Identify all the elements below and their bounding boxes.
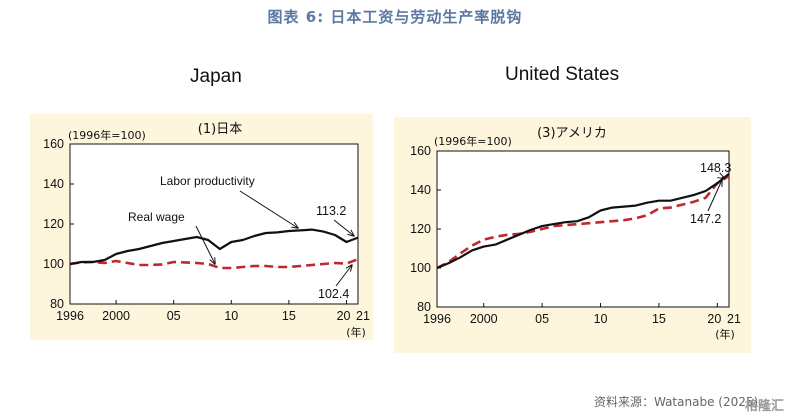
jp-annotation-label: Labor productivity [160,174,255,188]
jp-series-labor-productivity [69,228,359,266]
us-plot-area [436,150,730,308]
us-xtick-label: 1996 [423,312,451,326]
us-ytick-label: 80 [417,300,431,314]
us-series-real-wage [436,174,730,270]
us-annotation-arrow [707,180,722,212]
jp-panel-title: (1)日本 [198,122,242,137]
jp-ytick-label: 160 [43,137,64,151]
us-ytick-label: 100 [410,261,431,275]
us-xtick-label: 10 [594,312,608,326]
jp-ytick-label: 80 [50,297,64,311]
us-annotation-value: 147.2 [690,212,721,226]
jp-annotation-arrow [335,265,352,287]
source-note: 资料来源：Watanabe (2025), [593,395,762,409]
us-annotation-value: 148.3 [700,161,731,175]
jp-unit-label: (1996年=100) [68,128,146,142]
us-xtick-label: 2000 [470,312,498,326]
us-xtick-label: 05 [535,312,549,326]
jp-annotation-value: 102.4 [318,287,349,301]
us-ytick-label: 120 [410,222,431,236]
jp-ytick-label: 120 [43,217,64,231]
us-ytick-label: 140 [410,183,431,197]
jp-xtick-label: 05 [167,309,181,323]
jp-xtick-label: 15 [282,309,296,323]
jp-xtick-label: 10 [224,309,238,323]
country-label-japan: Japan [190,66,242,87]
us-series-labor-productivity [436,172,730,270]
jp-xtick-label: 1996 [56,309,84,323]
jp-series-real-wage [69,257,359,270]
jp-ytick-label: 140 [43,177,64,191]
jp-annotation-arrow [195,225,215,264]
us-xtick-label: 20 [707,312,721,326]
us-panel-title: (3)アメリカ [537,126,607,141]
watermark: 格隆汇 [744,399,784,414]
jp-annotation-label: Real wage [128,210,185,224]
jp-annotation-arrow [333,219,354,236]
jp-plot-area [69,143,359,305]
jp-annotation-arrow [239,190,298,228]
jp-xtick-label: 20 [337,309,351,323]
jp-annotation-value: 113.2 [316,204,346,218]
jp-ytick-label: 100 [43,257,64,271]
us-xtick-label: 21 [727,312,741,326]
us-year-unit: (年) [715,327,735,341]
us-unit-label: (1996年=100) [434,134,512,148]
jp-year-unit: (年) [346,325,366,339]
country-label-us: United States [505,64,620,85]
figure-title: 图表 6: 日本工资与劳动生产率脱钩 [267,8,523,26]
us-ytick-label: 160 [410,144,431,158]
jp-xtick-label: 21 [356,309,370,323]
jp-xtick-label: 2000 [102,309,130,323]
us-xtick-label: 15 [652,312,666,326]
us-annotation-arrow [722,177,724,178]
